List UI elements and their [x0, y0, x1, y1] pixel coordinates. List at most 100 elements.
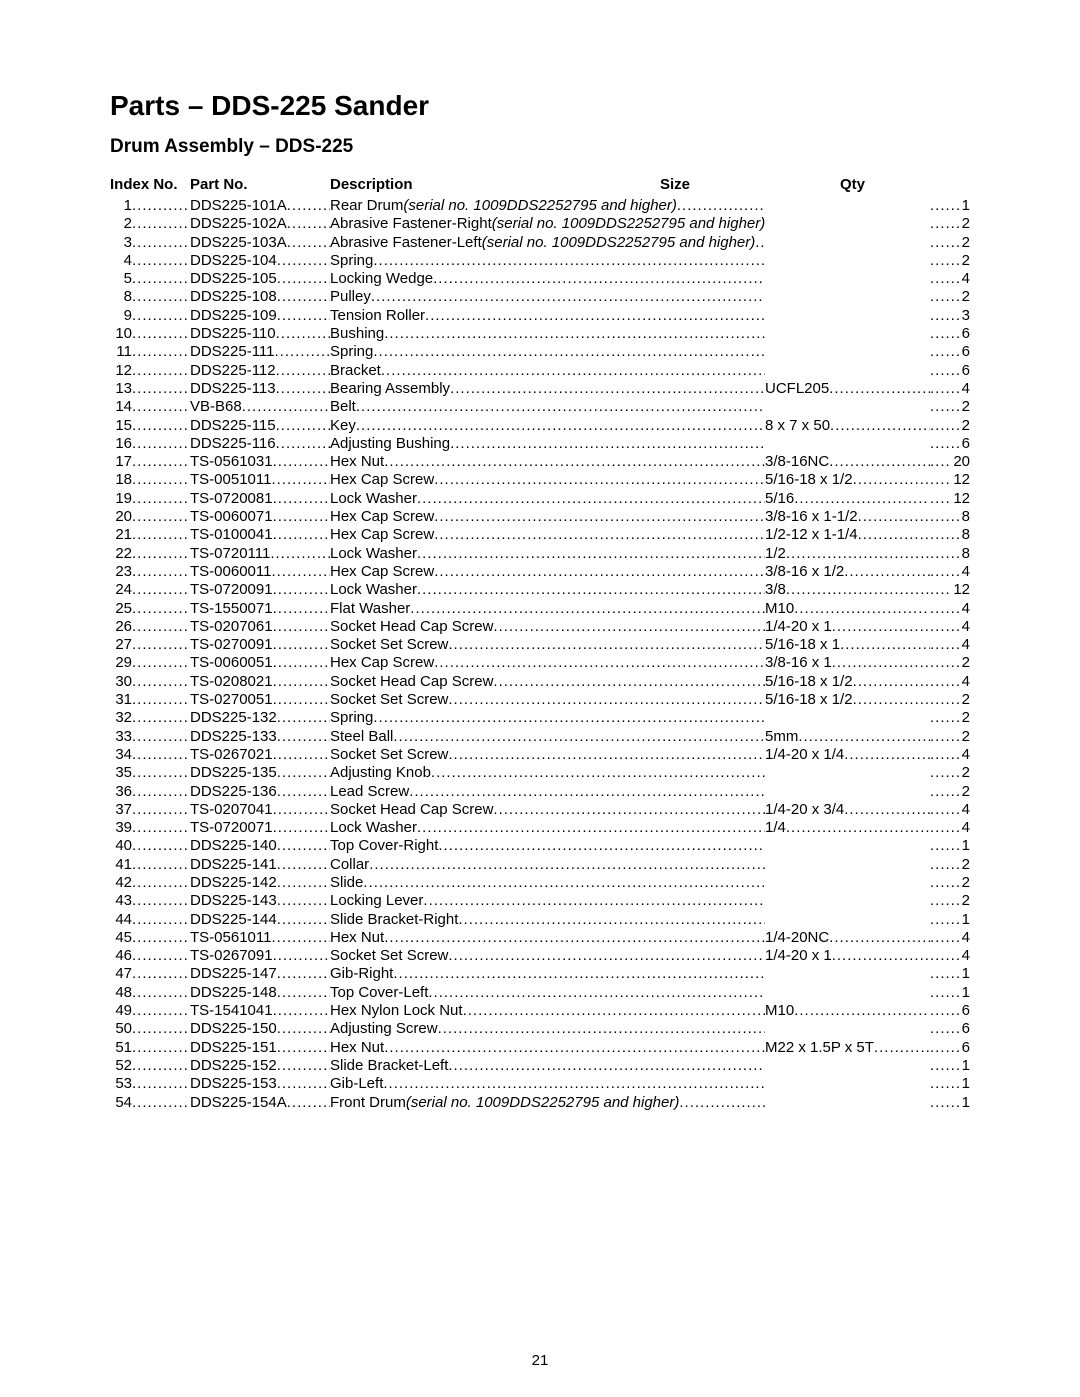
cell-description: Slide Bracket-Right	[330, 911, 765, 929]
cell-part: TS-0267021	[190, 746, 330, 764]
cell-description: Locking Wedge	[330, 270, 765, 288]
cell-description: Spring	[330, 343, 765, 361]
qty-value: 2	[960, 764, 970, 782]
leader-dots	[132, 1094, 190, 1112]
leader-dots	[434, 471, 765, 489]
table-row: 19TS-0720081Lock Washer5/1612	[110, 490, 970, 508]
leader-dots	[132, 911, 190, 929]
leader-dots	[132, 929, 190, 947]
cell-qty: 6	[930, 343, 970, 361]
cell-qty: 1	[930, 837, 970, 855]
cell-size: 5/16-18 x 1/2	[765, 471, 930, 489]
cell-description: Slide	[330, 874, 765, 892]
leader-dots	[438, 1020, 765, 1038]
leader-dots	[930, 837, 960, 855]
size-value: 3/8-16 x 1-1/2	[765, 508, 858, 526]
qty-value: 12	[951, 490, 970, 508]
leader-dots	[132, 288, 190, 306]
cell-size	[765, 837, 930, 855]
cell-qty: 6	[930, 1002, 970, 1020]
cell-qty: 2	[930, 728, 970, 746]
leader-dots	[132, 691, 190, 709]
leader-dots	[829, 929, 930, 947]
cell-part: DDS225-154A	[190, 1094, 330, 1112]
description-value: Top Cover-Right	[330, 837, 438, 855]
page-subtitle: Drum Assembly – DDS-225	[110, 136, 970, 158]
cell-description: Bushing	[330, 325, 765, 343]
description-value: Bushing	[330, 325, 384, 343]
leader-dots	[132, 618, 190, 636]
cell-part: TS-0720081	[190, 490, 330, 508]
leader-dots	[132, 508, 190, 526]
part-value: TS-0207061	[190, 618, 273, 636]
leader-dots	[132, 398, 190, 416]
leader-dots	[132, 746, 190, 764]
cell-part: TS-0270051	[190, 691, 330, 709]
table-row: 22TS-0720111Lock Washer1/28	[110, 545, 970, 563]
table-row: 48DDS225-148Top Cover-Left1	[110, 984, 970, 1002]
qty-value: 1	[960, 837, 970, 855]
cell-index: 46	[110, 947, 190, 965]
leader-dots	[242, 398, 330, 416]
leader-dots	[930, 453, 951, 471]
leader-dots	[930, 471, 951, 489]
index-value: 24	[110, 581, 132, 599]
leader-dots	[277, 856, 330, 874]
leader-dots	[431, 764, 765, 782]
leader-dots	[930, 636, 960, 654]
qty-value: 2	[960, 856, 970, 874]
cell-description: Hex Cap Screw	[330, 508, 765, 526]
table-row: 16DDS225-116Adjusting Bushing6	[110, 435, 970, 453]
leader-dots	[930, 288, 960, 306]
qty-value: 2	[960, 398, 970, 416]
index-value: 10	[110, 325, 132, 343]
leader-dots	[273, 636, 330, 654]
cell-size: 1/4-20 x 3/4	[765, 801, 930, 819]
table-row: 29TS-0060051Hex Cap Screw3/8-16 x 12	[110, 654, 970, 672]
qty-value: 4	[960, 270, 970, 288]
leader-dots	[448, 1057, 765, 1075]
leader-dots	[930, 947, 960, 965]
part-value: VB-B68	[190, 398, 242, 416]
cell-index: 21	[110, 526, 190, 544]
leader-dots	[930, 600, 960, 618]
part-value: DDS225-147	[190, 965, 277, 983]
cell-part: TS-0561031	[190, 453, 330, 471]
part-value: TS-0561011	[190, 929, 271, 947]
table-row: 54DDS225-154AFront Drum (serial no. 1009…	[110, 1094, 970, 1112]
cell-description: Hex Nylon Lock Nut	[330, 1002, 765, 1020]
index-value: 1	[110, 197, 132, 215]
cell-size: 1/4	[765, 819, 930, 837]
leader-dots	[794, 1002, 930, 1020]
leader-dots	[132, 252, 190, 270]
description-value: Socket Set Screw	[330, 691, 448, 709]
cell-description: Gib-Left	[330, 1075, 765, 1093]
part-value: TS-0270051	[190, 691, 273, 709]
cell-description: Hex Nut	[330, 453, 765, 471]
table-row: 26TS-0207061Socket Head Cap Screw1/4-20 …	[110, 618, 970, 636]
leader-dots	[384, 453, 765, 471]
leader-dots	[277, 1020, 330, 1038]
leader-dots	[409, 783, 765, 801]
index-value: 11	[110, 343, 132, 361]
qty-value: 4	[960, 636, 970, 654]
description-note: (serial no. 1009DDS2252795 and higher)	[403, 197, 677, 215]
leader-dots	[273, 618, 330, 636]
cell-part: DDS225-140	[190, 837, 330, 855]
cell-description: Abrasive Fastener-Right (serial no. 1009…	[330, 215, 765, 233]
description-value: Abrasive Fastener-Right	[330, 215, 492, 233]
index-value: 34	[110, 746, 132, 764]
leader-dots	[273, 947, 330, 965]
table-row: 1DDS225-101ARear Drum (serial no. 1009DD…	[110, 197, 970, 215]
leader-dots	[363, 874, 765, 892]
leader-dots	[132, 984, 190, 1002]
cell-size	[765, 288, 930, 306]
qty-value: 2	[960, 874, 970, 892]
cell-size	[765, 435, 930, 453]
cell-part: TS-0208021	[190, 673, 330, 691]
cell-part: TS-0207061	[190, 618, 330, 636]
leader-dots	[930, 270, 960, 288]
part-value: TS-0267021	[190, 746, 273, 764]
leader-dots	[277, 728, 330, 746]
leader-dots	[930, 709, 960, 727]
